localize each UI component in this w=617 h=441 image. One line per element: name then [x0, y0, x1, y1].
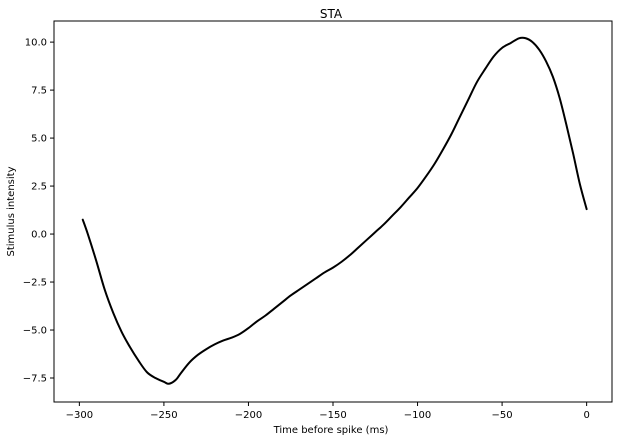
x-tick-label: −150 [319, 410, 346, 421]
y-tick-label: −5.0 [23, 326, 47, 337]
x-tick-label: −250 [150, 410, 177, 421]
x-tick-label: −300 [66, 410, 93, 421]
y-tick-label: −2.5 [23, 278, 47, 289]
ticks-layer: −300 −250 −200 −150 −100 −50 0 −7.5 −5.0 −2.5 0.0 2… [23, 38, 590, 421]
x-tick-label: −200 [235, 410, 262, 421]
y-tick-label: 5.0 [31, 134, 47, 145]
sta-series-line [81, 36, 588, 385]
y-tick-label: 0.0 [31, 230, 47, 241]
y-tick-label: 2.5 [31, 182, 47, 193]
x-tick-label: −50 [492, 410, 513, 421]
y-tick-label: 7.5 [31, 86, 47, 97]
y-tick-label: 10.0 [25, 38, 47, 49]
x-tick-label: −100 [404, 410, 431, 421]
series-layer [81, 36, 588, 385]
x-axis-label: Time before spike (ms) [273, 425, 389, 436]
plot-frame [53, 20, 613, 403]
chart-title: STA [320, 7, 343, 21]
x-tick-label: 0 [583, 410, 589, 421]
y-axis-label: Stimulus intensity [6, 166, 17, 256]
y-tick-label: −7.5 [23, 374, 47, 385]
